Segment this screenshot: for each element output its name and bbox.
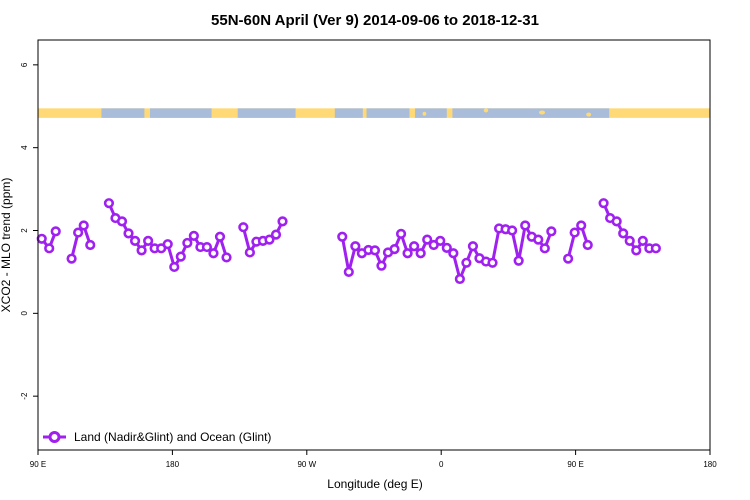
data-point bbox=[201, 241, 213, 253]
ocean-span bbox=[415, 108, 447, 118]
data-point bbox=[461, 257, 472, 268]
data-point bbox=[36, 233, 47, 244]
series-layer bbox=[36, 198, 661, 285]
data-point bbox=[563, 253, 574, 264]
data-point bbox=[129, 235, 141, 246]
data-point bbox=[389, 244, 400, 255]
data-point bbox=[618, 228, 629, 239]
data-point bbox=[73, 227, 84, 238]
ocean-span bbox=[237, 108, 296, 118]
data-point bbox=[582, 239, 593, 251]
data-point bbox=[270, 229, 282, 240]
data-point bbox=[175, 251, 186, 262]
data-point bbox=[395, 228, 407, 239]
plot-frame bbox=[37, 39, 711, 451]
land-ocean-strip bbox=[38, 108, 710, 118]
data-point bbox=[598, 198, 609, 209]
data-point bbox=[44, 243, 55, 254]
data-point bbox=[238, 222, 249, 233]
data-point bbox=[402, 248, 413, 259]
data-point bbox=[369, 245, 381, 256]
data-point bbox=[50, 226, 61, 237]
data-point bbox=[123, 228, 134, 239]
ocean-span bbox=[150, 108, 212, 118]
legend-label: Land (Nadir&Glint) and Ocean (Glint) bbox=[74, 430, 271, 444]
x-tick-label: 180 bbox=[166, 460, 180, 469]
data-point bbox=[576, 220, 587, 231]
y-tick-label: 4 bbox=[20, 145, 29, 150]
data-point bbox=[264, 234, 275, 245]
data-point bbox=[611, 216, 622, 227]
data-point bbox=[182, 237, 193, 249]
data-point bbox=[343, 266, 354, 278]
data-point bbox=[136, 245, 147, 256]
data-point bbox=[376, 260, 387, 271]
data-point bbox=[277, 216, 288, 227]
data-point bbox=[103, 198, 115, 209]
land-patch bbox=[538, 110, 546, 115]
data-point bbox=[66, 253, 77, 264]
x-tick-label: 90 E bbox=[567, 460, 583, 469]
land-patch bbox=[483, 108, 489, 113]
data-point bbox=[244, 247, 255, 258]
data-point bbox=[454, 273, 465, 285]
legend: Land (Nadir&Glint) and Ocean (Glint) bbox=[43, 430, 271, 444]
data-point bbox=[169, 261, 180, 273]
data-point bbox=[435, 235, 446, 246]
land-patch bbox=[586, 112, 592, 117]
ocean-span bbox=[452, 108, 610, 118]
x-axis-label: Longitude (deg E) bbox=[327, 477, 422, 491]
data-point bbox=[188, 230, 199, 241]
axes: 90 E 180 90 W 0 90 E 180 -2 0 2 4 6 bbox=[20, 62, 717, 469]
data-point bbox=[513, 255, 524, 266]
data-point bbox=[637, 235, 648, 246]
data-point bbox=[487, 257, 498, 268]
data-point bbox=[569, 227, 580, 238]
data-point bbox=[85, 239, 96, 251]
y-tick-label: 2 bbox=[20, 228, 29, 233]
data-point bbox=[415, 248, 426, 259]
data-point bbox=[650, 243, 661, 254]
data-point bbox=[631, 245, 642, 256]
data-point bbox=[467, 241, 479, 252]
data-point bbox=[533, 234, 544, 245]
data-point bbox=[337, 231, 348, 242]
x-tick-label: 180 bbox=[703, 460, 717, 469]
data-point bbox=[539, 243, 550, 254]
data-point bbox=[448, 248, 459, 259]
data-point bbox=[162, 239, 173, 250]
y-tick-label: -2 bbox=[20, 392, 29, 400]
data-point bbox=[221, 252, 232, 263]
y-tick-label: 6 bbox=[20, 62, 29, 67]
y-tick-label: 0 bbox=[20, 311, 29, 316]
data-point bbox=[350, 241, 361, 252]
data-point bbox=[208, 248, 219, 259]
data-point bbox=[116, 216, 128, 227]
x-tick-label: 0 bbox=[439, 460, 444, 469]
land-patch bbox=[422, 111, 427, 116]
ocean-span bbox=[101, 108, 145, 118]
data-point bbox=[422, 234, 433, 245]
x-tick-label: 90 E bbox=[30, 460, 46, 469]
data-point bbox=[409, 241, 420, 252]
data-point bbox=[441, 242, 452, 253]
legend-marker bbox=[48, 431, 61, 443]
land-patch bbox=[326, 112, 332, 117]
data-point bbox=[520, 220, 531, 231]
ocean-span bbox=[334, 108, 363, 118]
data-point bbox=[624, 235, 635, 246]
x-tick-label: 90 W bbox=[297, 460, 316, 469]
data-point bbox=[78, 220, 89, 231]
data-point bbox=[143, 235, 154, 246]
y-axis-label: XCO2 - MLO trend (ppm) bbox=[0, 178, 13, 313]
data-point bbox=[546, 226, 557, 237]
chart-title: 55N-60N April (Ver 9) 2014-09-06 to 2018… bbox=[211, 12, 539, 29]
land-patch bbox=[315, 109, 321, 114]
data-point bbox=[507, 225, 518, 236]
ocean-span bbox=[366, 108, 410, 118]
data-point bbox=[214, 231, 226, 242]
